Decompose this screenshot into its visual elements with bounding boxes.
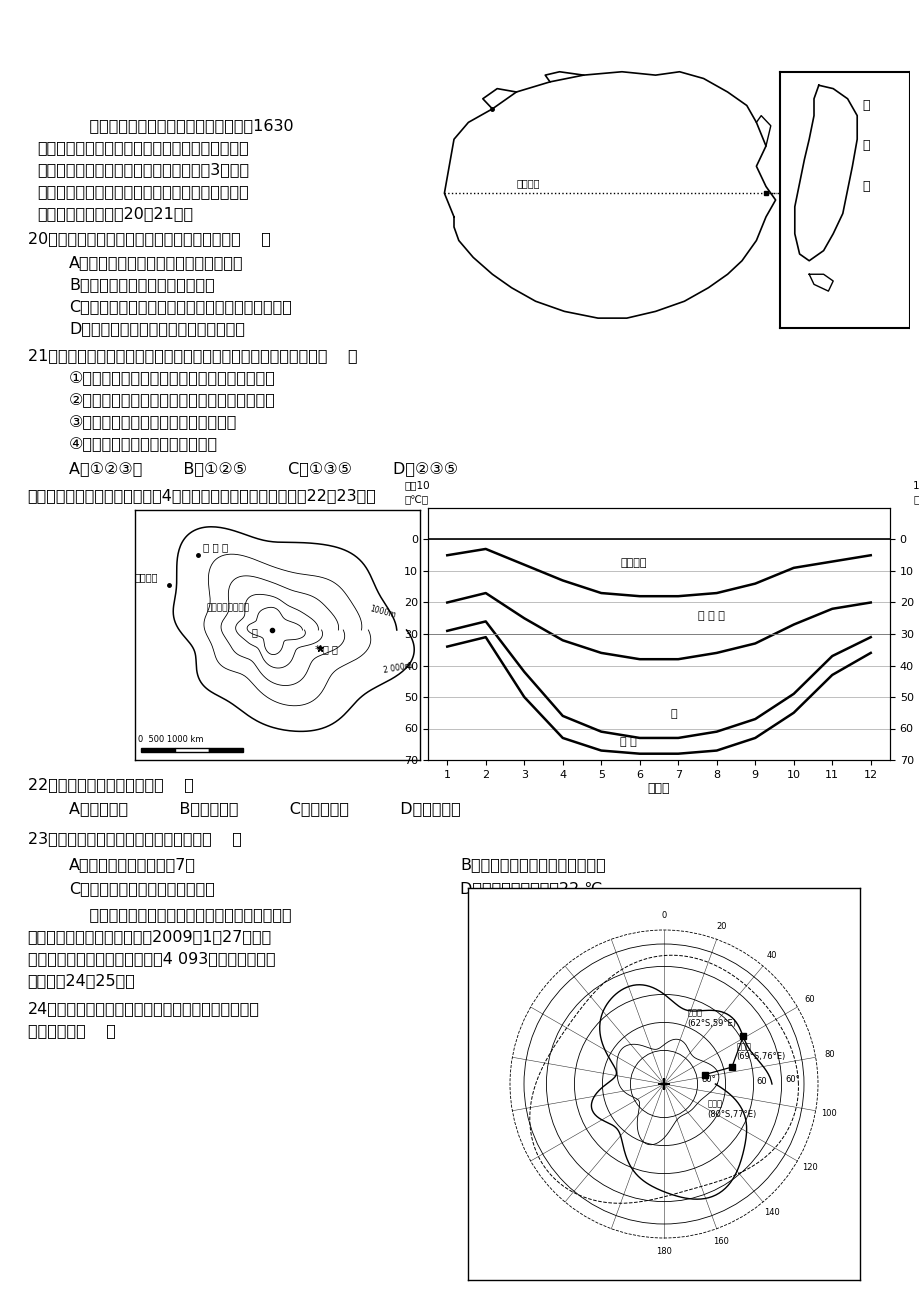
Text: C．因常年受副热带高气压带控制，降水少而形成的: C．因常年受副热带高气压带控制，降水少而形成的 bbox=[69, 299, 291, 314]
Text: 23．关于四个气象站气温的正确叙述是（    ）: 23．关于四个气象站气温的正确叙述是（ ） bbox=[28, 831, 241, 846]
Text: A．西北方向          B．东北方向          C．东南方向          D．西南方向: A．西北方向 B．东北方向 C．东南方向 D．西南方向 bbox=[69, 801, 460, 816]
Text: 长城站
(62°S,59°E): 长城站 (62°S,59°E) bbox=[686, 1009, 735, 1029]
Text: D．南极气温年较差为22 ℃: D．南极气温年较差为22 ℃ bbox=[460, 881, 602, 896]
Text: 80°: 80° bbox=[701, 1075, 716, 1085]
Text: 20．关于芬瑟岛上沙漠成因的叙述，正确的是（    ）: 20．关于芬瑟岛上沙漠成因的叙述，正确的是（ ） bbox=[28, 230, 270, 246]
Text: 南: 南 bbox=[252, 628, 257, 637]
Text: 平方千米（如下图所示）。岛上分布的沙漠在世界: 平方千米（如下图所示）。岛上分布的沙漠在世界 bbox=[37, 141, 248, 155]
X-axis label: （月）: （月） bbox=[647, 783, 670, 796]
Text: 最古老沙漠中面积最大，现在仍然保留。3万年前: 最古老沙漠中面积最大，现在仍然保留。3万年前 bbox=[37, 161, 249, 177]
Text: 法拉第站: 法拉第站 bbox=[619, 557, 646, 568]
Text: 瑟: 瑟 bbox=[861, 139, 868, 152]
Text: 芬: 芬 bbox=[861, 99, 868, 112]
Text: ③来自海洋的盛行风带来较充沛的降水: ③来自海洋的盛行风带来较充沛的降水 bbox=[69, 415, 237, 430]
Bar bbox=[175, 749, 209, 751]
Text: 气温10: 气温10 bbox=[404, 480, 430, 490]
Text: A．最低气温均出现在月7月: A．最低气温均出现在月7月 bbox=[69, 857, 196, 872]
Text: 主要困难有（    ）: 主要困难有（ ） bbox=[28, 1023, 116, 1038]
Text: 120: 120 bbox=[800, 1164, 816, 1173]
Text: 0  500 1000 km: 0 500 1000 km bbox=[138, 736, 203, 745]
Text: A．①②③３        B．①②⑤        C．①③⑤        D．②③⑤: A．①②③３ B．①②⑤ C．①③⑤ D．②③⑤ bbox=[69, 461, 458, 477]
Text: 100: 100 bbox=[821, 1109, 836, 1117]
Text: 60: 60 bbox=[803, 996, 814, 1005]
Text: 南回归线: 南回归线 bbox=[516, 178, 539, 189]
Bar bbox=[209, 749, 243, 751]
Text: A．是地质变化和海浪堆积作用而形成的: A．是地质变化和海浪堆积作用而形成的 bbox=[69, 255, 244, 270]
Text: 160: 160 bbox=[713, 1237, 729, 1246]
Text: 东 方: 东 方 bbox=[619, 737, 637, 747]
Text: 的风貌；同时还分布着世界上唯一生长在沙地上的: 的风貌；同时还分布着世界上唯一生长在沙地上的 bbox=[37, 184, 248, 199]
Text: 东 方: 东 方 bbox=[323, 644, 337, 655]
Text: 雨林植被。读图完戕20～21题。: 雨林植被。读图完戕20～21题。 bbox=[37, 206, 193, 221]
Text: 24．由于独特的自然地理条件，在该地区建站面临的: 24．由于独特的自然地理条件，在该地区建站面临的 bbox=[28, 1001, 259, 1016]
Text: （℃）: （℃） bbox=[913, 495, 919, 505]
Text: （℃）: （℃） bbox=[404, 495, 428, 505]
Text: 第三个南极科考站昆仑站，于2009年1月27日在南: 第三个南极科考站昆仑站，于2009年1月27日在南 bbox=[28, 930, 271, 944]
Text: 哈 利 湾: 哈 利 湾 bbox=[203, 542, 229, 552]
Text: 60: 60 bbox=[755, 1077, 766, 1086]
Text: 180: 180 bbox=[655, 1247, 671, 1256]
Bar bbox=[141, 749, 175, 751]
Text: 中山站
(69°S,76°E): 中山站 (69°S,76°E) bbox=[735, 1042, 785, 1061]
Text: 80: 80 bbox=[823, 1051, 834, 1060]
Text: 哈 利 湾: 哈 利 湾 bbox=[697, 612, 723, 621]
Text: B．各站之间的气温差异夏季最大: B．各站之间的气温差异夏季最大 bbox=[460, 857, 605, 872]
Text: ①接近热带雨林分布区，雨林植物种子传播到此: ①接近热带雨林分布区，雨林植物种子传播到此 bbox=[69, 371, 276, 385]
Text: 140: 140 bbox=[764, 1208, 779, 1217]
Text: 据此回筂24～25题。: 据此回筂24～25题。 bbox=[28, 973, 135, 988]
Text: 昆仑站
(80°S,77°E): 昆仑站 (80°S,77°E) bbox=[707, 1100, 756, 1120]
Text: 21．芬瑟岛分布着世界上唯一生长在沙地的雨林植被，原因可能有（    ）: 21．芬瑟岛分布着世界上唯一生长在沙地的雨林植被，原因可能有（ ） bbox=[28, 348, 357, 363]
Text: 下图为南极洲等高线图和南极派4个气象站气温曲线图。据图完戕22～23题。: 下图为南极洲等高线图和南极派4个气象站气温曲线图。据图完戕22～23题。 bbox=[28, 488, 376, 503]
Text: 法拉第站: 法拉第站 bbox=[135, 572, 158, 582]
Text: C．气温年较差最小的是法拉第站: C．气温年较差最小的是法拉第站 bbox=[69, 881, 215, 896]
Text: 岛: 岛 bbox=[861, 180, 868, 193]
Text: D．受热带雨林迁移农业的影响而形成的: D．受热带雨林迁移农业的影响而形成的 bbox=[69, 322, 244, 336]
Text: 南: 南 bbox=[670, 710, 676, 719]
Text: 阿蒙森－斯科特站: 阿蒙森－斯科特站 bbox=[206, 603, 249, 612]
Text: 极内陆冰盖的最高点地区（海扙4 093米）胜利建成。: 极内陆冰盖的最高点地区（海扙4 093米）胜利建成。 bbox=[28, 950, 275, 966]
Text: 我国第一个南极内陆科学考察站，同时也是我国: 我国第一个南极内陆科学考察站，同时也是我国 bbox=[69, 907, 291, 922]
Text: B．是全球变暖，降水减少的结果: B．是全球变暖，降水减少的结果 bbox=[69, 277, 214, 292]
Text: *: * bbox=[314, 644, 320, 655]
Text: ④沿岸暖流经过，有增温增湿作用: ④沿岸暖流经过，有增温增湿作用 bbox=[69, 437, 218, 452]
Text: ②沙地土层深厚，利于雨林植物根系向深处延伸: ②沙地土层深厚，利于雨林植物根系向深处延伸 bbox=[69, 393, 276, 408]
Text: 22．法拉第站在哈利湾站的（    ）: 22．法拉第站在哈利湾站的（ ） bbox=[28, 777, 193, 792]
Text: 0: 0 bbox=[661, 911, 666, 921]
Text: 60°: 60° bbox=[785, 1075, 800, 1085]
Text: 10气温: 10气温 bbox=[913, 480, 919, 490]
Text: 2 000m: 2 000m bbox=[382, 660, 413, 674]
Text: 20: 20 bbox=[715, 922, 726, 931]
Text: 芬瑟岛，是世界上最大的沙岛，总面积1630: 芬瑟岛，是世界上最大的沙岛，总面积1630 bbox=[69, 118, 293, 133]
Text: 40: 40 bbox=[766, 950, 777, 960]
Text: 1000m: 1000m bbox=[369, 604, 396, 620]
